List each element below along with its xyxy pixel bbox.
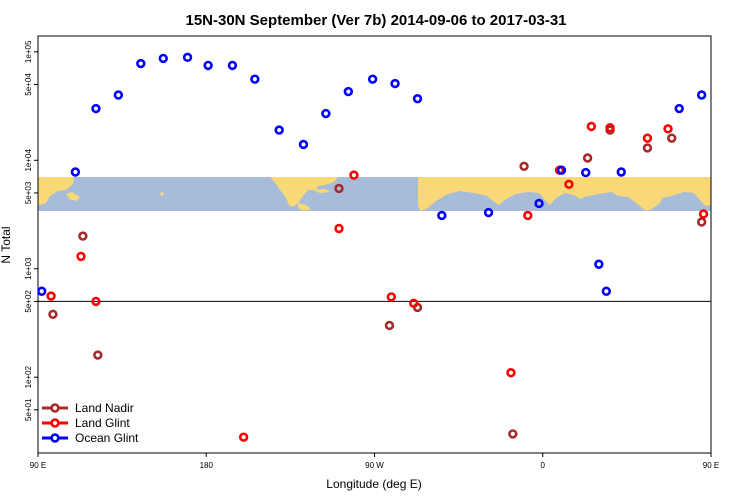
series-land-nadir <box>48 125 750 439</box>
land-glint-point <box>76 251 86 262</box>
land-nadir-point <box>334 183 344 194</box>
ocean-glint-point <box>136 58 146 69</box>
land-nadir-point <box>78 231 88 241</box>
ocean-glint-point <box>616 167 626 177</box>
ocean-glint-point <box>721 60 728 67</box>
series-ocean-glint <box>38 52 750 296</box>
legend-label-land-glint: Land Glint <box>75 416 130 430</box>
landmass-north-america <box>270 177 338 207</box>
land-glint-point <box>605 122 615 133</box>
land-glint-point <box>523 210 533 221</box>
ocean-glint-point <box>113 90 124 100</box>
ocean-glint-point <box>321 108 331 119</box>
y-tick-label: 1e+05 <box>24 40 33 63</box>
land-glint-point <box>586 121 597 132</box>
land-glint-point <box>564 179 574 190</box>
ocean-glint-point <box>696 90 707 100</box>
landmass-islands-west <box>66 192 80 201</box>
y-tick-label: 5e+04 <box>24 73 33 96</box>
legend-label-land-nadir: Land Nadir <box>75 401 134 415</box>
plot-frame <box>37 35 712 454</box>
ocean-glint-point <box>390 78 400 89</box>
ocean-glint-point <box>601 286 612 296</box>
ocean-glint-point <box>70 167 81 177</box>
land-glint-point <box>349 170 359 180</box>
landmass-africa-asia <box>418 177 711 211</box>
ocean-glint-point <box>437 210 447 221</box>
land-nadir-point <box>667 133 677 143</box>
ocean-glint-point <box>581 167 591 178</box>
chart-title: 15N-30N September (Ver 7b) 2014-09-06 to… <box>185 12 566 29</box>
legend-label-ocean-glint: Ocean Glint <box>75 431 139 445</box>
landmass-asia-west <box>38 177 74 205</box>
land-nadir-point <box>48 309 58 320</box>
land-nadir-point <box>508 429 518 439</box>
land-nadir-point <box>519 161 529 172</box>
series-land-glint <box>46 121 709 442</box>
y-tick-label: 5e+03 <box>24 181 33 204</box>
landmass-central-america <box>298 203 311 211</box>
legend-marker-land-nadir <box>50 403 60 413</box>
land-glint-point <box>663 124 673 134</box>
land-nadir-point <box>93 350 103 360</box>
ocean-glint-point <box>274 125 284 135</box>
map-landmasses <box>38 177 711 211</box>
land-glint-point <box>698 209 709 219</box>
ocean-glint-point <box>250 74 260 84</box>
world-map-strip <box>38 177 711 211</box>
legend-marker-ocean-glint <box>50 433 60 443</box>
y-tick-label: 5e+01 <box>24 398 33 421</box>
land-glint-point <box>46 291 56 301</box>
land-nadir-point <box>642 143 653 153</box>
y-tick-label: 5e+02 <box>24 290 33 313</box>
ocean-glint-point <box>203 60 213 71</box>
ocean-glint-point <box>483 207 494 218</box>
land-nadir-point <box>384 320 395 331</box>
ocean-glint-point <box>534 198 544 209</box>
ocean-glint-point <box>412 93 423 104</box>
land-glint-point <box>238 432 249 442</box>
ocean-glint-point <box>367 74 378 84</box>
ocean-glint-point <box>343 86 354 97</box>
ocean-glint-point <box>674 103 684 114</box>
x-tick-label: 0 <box>541 461 546 470</box>
data-points <box>38 52 750 442</box>
y-axis-label: N Total <box>0 226 13 263</box>
x-tick-label: 90 W <box>365 461 384 470</box>
landmass-caribbean <box>313 189 330 193</box>
y-tick-label: 1e+03 <box>24 257 33 280</box>
x-axis-label: Longitude (deg E) <box>326 477 421 491</box>
ocean-glint-point <box>556 165 567 175</box>
land-nadir-point <box>696 217 707 227</box>
y-tick-label: 1e+04 <box>24 149 33 172</box>
ocean-glint-point <box>182 52 193 63</box>
ocean-glint-point <box>38 286 47 296</box>
x-tick-label: 90 E <box>703 461 719 470</box>
x-tick-label: 90 E <box>30 461 46 470</box>
legend-marker-land-glint <box>50 418 60 428</box>
land-glint-point <box>506 368 516 378</box>
x-tick-label: 180 <box>200 461 214 470</box>
land-glint-point <box>642 133 653 143</box>
landmass-hawaii <box>160 192 164 196</box>
ocean-glint-point <box>91 103 101 114</box>
ocean-glint-point <box>227 60 238 71</box>
land-glint-point <box>91 296 101 307</box>
land-glint-point <box>334 223 344 234</box>
y-axis: 5e+01 1e+02 5e+02 1e+03 5e+03 1e+04 5e+04 1e+05 <box>24 40 38 421</box>
land-nadir-point <box>582 153 593 163</box>
y-tick-label: 1e+02 <box>24 365 33 388</box>
land-glint-point <box>409 298 419 309</box>
ocean-glint-point <box>743 55 750 62</box>
ocean-glint-point <box>298 139 309 150</box>
ocean-glint-point <box>158 53 168 64</box>
land-glint-point <box>386 292 397 302</box>
land-nadir-point <box>743 311 750 318</box>
ocean-glint-point <box>594 259 604 269</box>
